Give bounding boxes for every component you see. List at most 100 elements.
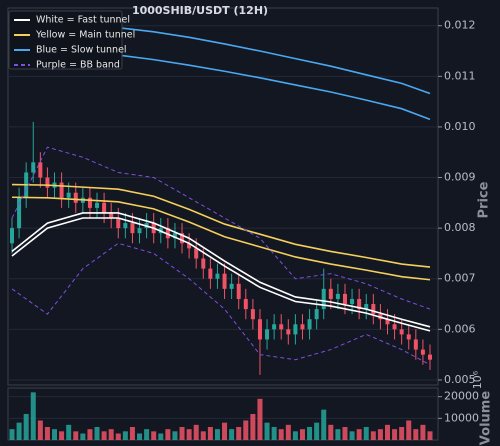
volume-bar xyxy=(399,427,405,440)
y-tick-label: 20000 xyxy=(444,390,479,403)
y-tick-label: 0.007 xyxy=(444,272,476,285)
volume-bar xyxy=(193,424,199,440)
volume-bar xyxy=(285,424,291,440)
volume-bar xyxy=(101,431,107,440)
candle-body xyxy=(236,283,241,299)
candle-body xyxy=(102,202,107,213)
candle-body xyxy=(328,288,333,299)
candle-body xyxy=(293,324,298,335)
volume-bar xyxy=(129,427,135,440)
candle-body xyxy=(265,329,270,340)
candle-body xyxy=(413,339,418,350)
volume-bar xyxy=(229,429,235,440)
volume-bar xyxy=(87,429,93,440)
volume-bar xyxy=(427,431,433,440)
candle-body xyxy=(130,223,135,234)
candle-body xyxy=(350,298,355,305)
volume-bar xyxy=(413,429,419,440)
volume-bar xyxy=(30,392,36,440)
candle-body xyxy=(215,273,220,279)
candle-body xyxy=(371,304,376,315)
candle-body xyxy=(279,324,284,330)
candle-body xyxy=(73,192,78,203)
candle-body xyxy=(172,233,177,239)
volume-bar xyxy=(214,429,220,440)
volume-bar xyxy=(299,429,305,440)
y-tick-label: 0.009 xyxy=(444,171,476,184)
legend: White = Fast tunnel Yellow = Main tunnel B… xyxy=(8,10,135,71)
volume-bar xyxy=(207,427,213,440)
y-tick-label: 0.005 xyxy=(444,373,476,386)
candle-body xyxy=(321,288,326,310)
candle-body xyxy=(420,349,425,355)
volume-bar xyxy=(392,429,398,440)
candle-body xyxy=(87,197,92,208)
legend-label: Yellow = Main tunnel xyxy=(35,30,135,41)
candle-body xyxy=(222,273,227,289)
candle-body xyxy=(300,324,305,330)
volume-bar xyxy=(349,431,355,440)
candle-body xyxy=(335,293,340,299)
volume-bar xyxy=(172,431,178,440)
volume-bar xyxy=(370,431,376,440)
volume-bar xyxy=(59,431,65,440)
candle-body xyxy=(45,177,50,188)
candle-body xyxy=(229,283,234,289)
candle-body xyxy=(180,233,185,244)
volume-bar xyxy=(151,431,157,440)
legend-label: Blue = Slow tunnel xyxy=(36,45,127,56)
volume-bar xyxy=(108,429,114,440)
candle-body xyxy=(392,324,397,330)
price-frame xyxy=(7,7,439,386)
candle-body xyxy=(428,354,432,360)
legend-label: Purple = BB band xyxy=(36,60,120,71)
candle-body xyxy=(66,192,71,198)
candle-body xyxy=(17,197,22,229)
volume-bar xyxy=(257,398,263,440)
volume-bar xyxy=(342,427,348,440)
volume-bar xyxy=(292,431,298,440)
candle-body xyxy=(137,228,142,234)
volume-bar xyxy=(186,429,192,440)
volume-bar xyxy=(23,414,29,440)
candle-body xyxy=(257,319,262,340)
volume-bar xyxy=(52,429,58,440)
candle-body xyxy=(272,324,277,330)
candle-body xyxy=(194,248,199,259)
y-tick-label: 0.006 xyxy=(444,322,476,335)
candle-body xyxy=(116,218,121,229)
volume-bar xyxy=(165,429,171,440)
volume-bar xyxy=(94,427,100,440)
candle-body xyxy=(250,309,255,320)
y-tick-label: 0.010 xyxy=(444,120,476,133)
candle-body xyxy=(165,228,170,239)
candle-body xyxy=(201,258,206,269)
volume-bar xyxy=(158,433,164,440)
y-tick-label: 10000 xyxy=(444,411,479,424)
volume-bar xyxy=(406,420,412,440)
volume-bar xyxy=(115,433,121,440)
volume-bar xyxy=(384,424,390,440)
tunnel-line xyxy=(11,242,431,366)
volume-bar xyxy=(278,429,284,440)
candle-body xyxy=(95,202,100,208)
volume-bar xyxy=(363,427,369,440)
volume-bar xyxy=(420,424,426,440)
volume-bar xyxy=(307,427,313,440)
candle-body xyxy=(342,293,347,305)
volume-bar xyxy=(37,420,43,440)
candle-body xyxy=(357,298,362,310)
candle-body xyxy=(243,298,248,310)
volume-bar xyxy=(73,431,79,440)
candle-body xyxy=(187,243,192,249)
volume-bar xyxy=(335,429,341,440)
volume-bar xyxy=(80,433,86,440)
candle-body xyxy=(399,329,404,335)
volume-bar xyxy=(264,422,270,440)
candle-body xyxy=(123,223,128,229)
volume-bar xyxy=(9,429,15,440)
candle-body xyxy=(314,309,319,320)
volume-bar xyxy=(16,422,22,440)
